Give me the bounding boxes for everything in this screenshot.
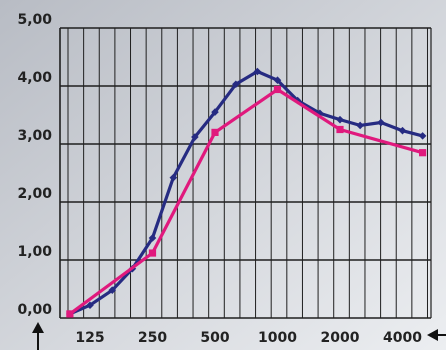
y-tick-label: 4,00 bbox=[17, 70, 52, 86]
data-point bbox=[108, 286, 117, 294]
y-axis-ticks: 0,00 1,00 2,00 3,00 4,00 5,00 bbox=[17, 12, 52, 318]
data-point bbox=[169, 173, 178, 182]
y-tick-label: 5,00 bbox=[17, 12, 52, 28]
data-point bbox=[398, 126, 407, 135]
x-tick-label: 125 bbox=[75, 330, 104, 346]
x-tick-label: 1000 bbox=[258, 330, 297, 346]
data-point bbox=[211, 128, 219, 136]
data-point bbox=[273, 85, 282, 94]
x-tick-label: 4000 bbox=[383, 330, 422, 346]
data-point bbox=[66, 310, 74, 318]
y-tick-label: 1,00 bbox=[17, 244, 52, 260]
axis-arrows bbox=[32, 322, 446, 350]
series-line bbox=[68, 69, 425, 316]
y-axis-arrow-head bbox=[427, 329, 438, 341]
y-tick-label: 2,00 bbox=[17, 186, 52, 202]
data-point bbox=[148, 249, 157, 257]
series-line bbox=[68, 87, 425, 316]
grid bbox=[59, 27, 432, 319]
data-point bbox=[273, 76, 282, 84]
data-point bbox=[418, 132, 427, 140]
data-point bbox=[336, 125, 344, 134]
y-tick-label: 3,00 bbox=[17, 128, 52, 144]
y-tick-label: 0,00 bbox=[17, 302, 52, 318]
x-tick-label: 500 bbox=[200, 330, 229, 346]
data-point bbox=[419, 149, 427, 157]
data-point bbox=[253, 67, 262, 76]
data-point bbox=[191, 133, 199, 141]
data-point bbox=[86, 301, 94, 310]
x-axis-arrow-head bbox=[32, 322, 44, 333]
data-point bbox=[336, 115, 344, 124]
data-point bbox=[232, 80, 240, 89]
data-point bbox=[148, 234, 157, 242]
data-point bbox=[377, 118, 385, 127]
data-point bbox=[356, 121, 364, 130]
series bbox=[66, 67, 427, 318]
data-point bbox=[211, 108, 219, 116]
x-tick-label: 250 bbox=[138, 330, 167, 346]
x-tick-label: 2000 bbox=[321, 330, 360, 346]
x-axis-ticks: 125 250 500 1000 2000 4000 bbox=[75, 330, 422, 346]
